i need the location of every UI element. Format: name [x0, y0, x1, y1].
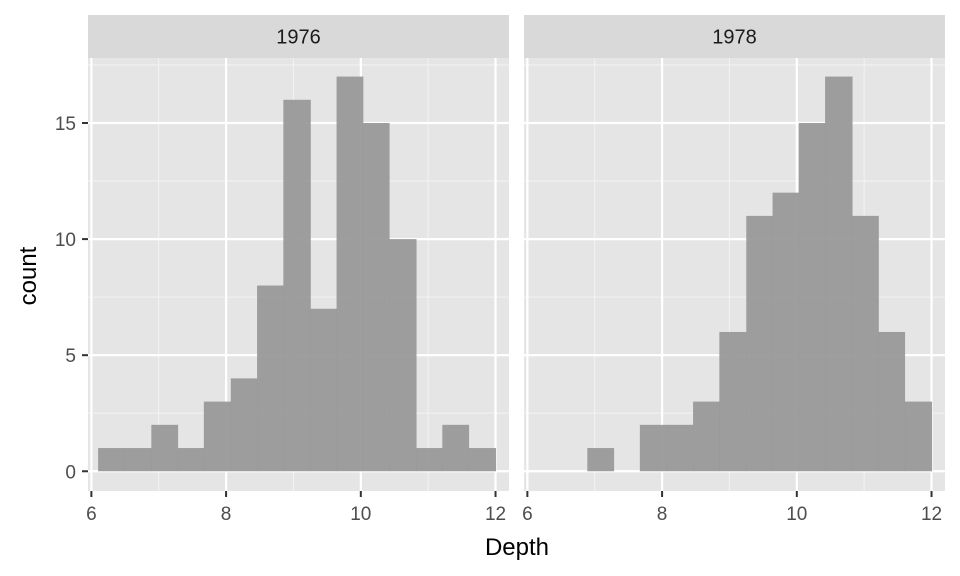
- y-axis: 0 5 10 15: [55, 114, 88, 483]
- histogram-bar: [719, 331, 747, 472]
- y-tick-label: 15: [55, 114, 76, 135]
- histogram-bar: [124, 448, 152, 472]
- facet-strip-label: 1978: [712, 27, 757, 49]
- x-tick-label: 10: [350, 504, 371, 525]
- histogram-bars: [98, 76, 497, 472]
- x-tick-label: 12: [485, 504, 506, 525]
- histogram-bar: [98, 448, 125, 472]
- histogram-bar: [336, 76, 364, 472]
- x-axis-title: Depth: [485, 534, 549, 561]
- histogram-bar: [151, 424, 179, 472]
- histogram-bar: [878, 331, 906, 472]
- histogram-bar: [177, 448, 205, 472]
- histogram-bar: [203, 401, 232, 472]
- histogram-bar: [230, 378, 258, 472]
- histogram-bar: [772, 192, 800, 472]
- histogram-bar: [693, 401, 720, 472]
- histogram-bar: [257, 285, 284, 472]
- histogram-bar: [825, 76, 853, 472]
- histogram-bar: [468, 448, 497, 472]
- facet-strip: [524, 15, 945, 58]
- histogram-bar: [362, 123, 390, 472]
- histogram-bar: [442, 424, 470, 472]
- y-tick-label: 10: [55, 230, 76, 251]
- y-tick-label: 0: [65, 462, 76, 483]
- histogram-bar: [310, 308, 338, 472]
- x-tick-label: 12: [921, 504, 942, 525]
- histogram-bar: [416, 448, 443, 472]
- histogram-bars: [587, 76, 933, 472]
- histogram-bar: [389, 239, 417, 472]
- histogram-bar: [587, 448, 615, 472]
- x-tick-label: 6: [522, 504, 533, 525]
- histogram-bar: [904, 401, 933, 472]
- facet-strip: [88, 15, 509, 58]
- histogram-bar: [283, 99, 311, 472]
- histogram-bar: [798, 123, 826, 472]
- x-tick-label: 6: [86, 504, 97, 525]
- facet-panel-1978: 1978 6 8 10 12: [522, 15, 945, 525]
- y-tick-label: 5: [65, 346, 76, 367]
- x-axis-ticks: 6 8 10 12: [522, 491, 942, 525]
- facet-strip-label: 1976: [276, 27, 321, 49]
- histogram-bar: [746, 215, 774, 472]
- histogram-bar: [852, 215, 879, 472]
- histogram-bar: [639, 424, 668, 472]
- x-tick-label: 10: [786, 504, 807, 525]
- x-tick-label: 8: [657, 504, 668, 525]
- x-tick-label: 8: [221, 504, 232, 525]
- y-axis-title: count: [15, 246, 42, 305]
- x-axis-ticks: 6 8 10 12: [86, 491, 506, 525]
- histogram-bar: [666, 424, 694, 472]
- facet-panel-1976: 1976 6 8 10 12: [86, 15, 509, 525]
- facet-panels: 1976 6 8 10 12 1978 6 8 10 12: [86, 15, 945, 525]
